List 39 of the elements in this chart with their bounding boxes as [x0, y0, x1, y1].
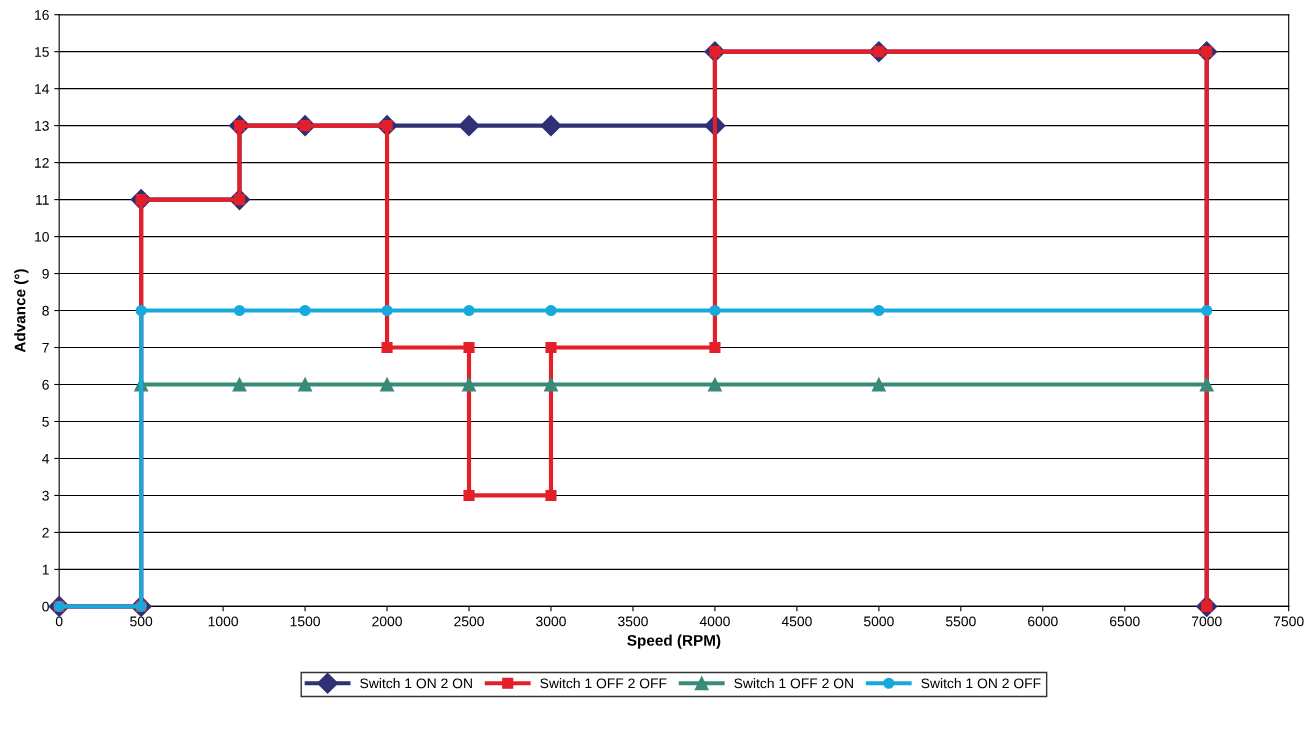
x-tick-label: 4500	[781, 616, 812, 627]
y-tick-label: 16	[35, 10, 49, 20]
x-tick-label: 4000	[699, 616, 730, 627]
x-axis-title: Speed (RPM)	[627, 634, 721, 649]
x-tick-label: 500	[130, 616, 153, 627]
x-tick-label: 0	[55, 616, 63, 627]
y-tick-label: 13	[35, 120, 49, 131]
y-tick-label: 7	[42, 342, 49, 353]
y-axis-title: Advance (°)	[14, 269, 29, 353]
legend-label: Switch 1 ON 2 OFF	[921, 678, 1041, 689]
x-tick-label: 7000	[1192, 616, 1222, 627]
y-tick-label: 4	[42, 453, 50, 464]
legend-label: Switch 1 ON 2 ON	[360, 678, 472, 689]
x-tick-label: 1500	[290, 616, 320, 627]
y-tick-label: 10	[35, 231, 49, 242]
x-tick-label: 3500	[618, 616, 648, 627]
y-tick-label: 15	[35, 47, 49, 57]
legend-label: Switch 1 OFF 2 ON	[734, 678, 853, 689]
x-tick-label: 3000	[536, 616, 566, 627]
y-tick-label: 14	[35, 84, 50, 94]
y-tick-label: 5	[42, 416, 49, 427]
x-tick-label: 1000	[208, 616, 239, 627]
x-tick-label: 5000	[863, 616, 894, 627]
x-tick-label: 2000	[372, 616, 402, 627]
y-tick-label: 12	[35, 157, 49, 168]
y-tick-label: 1	[42, 564, 49, 575]
y-tick-label: 3	[42, 490, 49, 501]
y-tick-label: 11	[36, 195, 49, 205]
x-tick-label: 5500	[945, 616, 976, 627]
x-tick-label: 2500	[454, 616, 484, 627]
y-tick-label: 6	[42, 379, 49, 390]
x-tick-label: 6500	[1110, 616, 1140, 627]
x-tick-label: 6000	[1028, 616, 1058, 627]
legend-label: Switch 1 OFF 2 OFF	[540, 678, 667, 689]
y-tick-label: 9	[42, 268, 49, 279]
y-tick-label: 2	[42, 527, 49, 538]
y-tick-label: 0	[42, 601, 49, 612]
x-tick-label: 7500	[1273, 616, 1304, 627]
y-tick-label: 8	[42, 305, 49, 316]
